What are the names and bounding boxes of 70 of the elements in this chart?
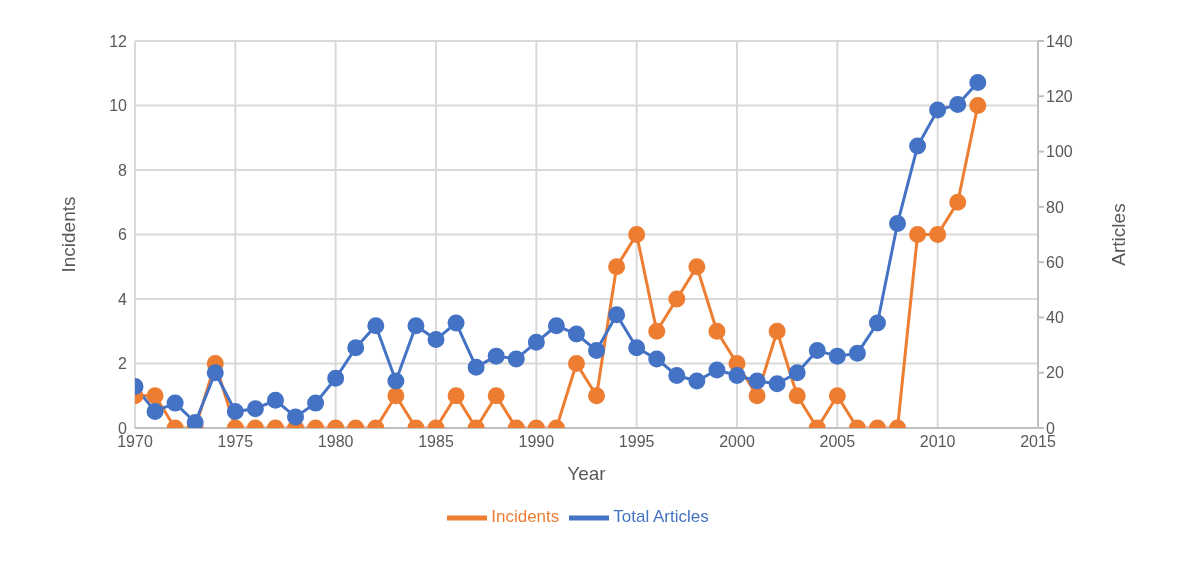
point (266, 391, 284, 409)
x-axis-title: Year (567, 463, 607, 484)
point (929, 101, 947, 119)
point (648, 350, 666, 368)
point (909, 137, 927, 155)
point (768, 375, 786, 393)
x-tick-label: 1995 (618, 433, 655, 451)
x-tick-label: 2005 (819, 433, 856, 451)
point (588, 342, 606, 360)
point (387, 372, 405, 390)
point (608, 306, 626, 324)
point (868, 314, 886, 332)
point (828, 347, 846, 365)
legend-label: Total Articles (613, 507, 709, 527)
point (166, 394, 184, 412)
y2-tick-label: 100 (1046, 143, 1073, 161)
point (969, 73, 987, 91)
y-tick-label: 10 (109, 97, 128, 115)
x-tick-label: 1980 (317, 433, 354, 451)
point (467, 358, 485, 376)
x-tick-label: 2010 (919, 433, 956, 451)
point (407, 317, 425, 335)
point (808, 342, 826, 360)
x-tick-label: 1990 (518, 433, 555, 451)
y2-tick-label: 40 (1046, 309, 1064, 327)
y-tick-label: 12 (109, 32, 128, 50)
point (447, 314, 465, 332)
x-tick-label: 1975 (217, 433, 254, 451)
y2-tick-label: 120 (1046, 87, 1073, 105)
y-tick-label: 4 (118, 290, 128, 308)
point (688, 372, 706, 390)
y2-tick-label: 140 (1046, 32, 1073, 50)
y2-tick-label: 20 (1046, 364, 1064, 382)
point (287, 408, 305, 426)
point (748, 372, 766, 390)
point (427, 331, 445, 349)
point (949, 96, 967, 114)
point (327, 369, 345, 387)
point (708, 361, 726, 379)
point (226, 402, 244, 420)
point (186, 413, 204, 428)
point (547, 317, 565, 335)
point (728, 366, 746, 384)
y-tick-label: 8 (118, 161, 128, 179)
point (307, 394, 325, 412)
point (848, 344, 866, 362)
point (487, 347, 505, 365)
legend-label: Incidents (491, 507, 560, 527)
x-tick-label: 1985 (418, 433, 454, 451)
y2-tick-label: 60 (1046, 253, 1064, 271)
x-tick-label: 1970 (117, 433, 153, 451)
x-tick-label: 2015 (1020, 433, 1056, 451)
point (347, 339, 365, 357)
point (527, 333, 545, 351)
y-tick-label: 2 (118, 355, 128, 373)
point (668, 366, 686, 384)
point (788, 364, 806, 382)
x-tick-label: 2000 (719, 433, 755, 451)
point (206, 364, 224, 382)
point (628, 339, 646, 357)
y2-axis-title: Articles (1107, 203, 1129, 266)
point (507, 350, 525, 368)
point (367, 317, 385, 335)
y-tick-label: 6 (118, 226, 128, 244)
point (567, 325, 585, 343)
point (246, 400, 264, 418)
y-axis-title: Incidents (57, 196, 79, 273)
point (889, 214, 907, 232)
point (146, 402, 164, 420)
y2-tick-label: 80 (1046, 198, 1064, 216)
